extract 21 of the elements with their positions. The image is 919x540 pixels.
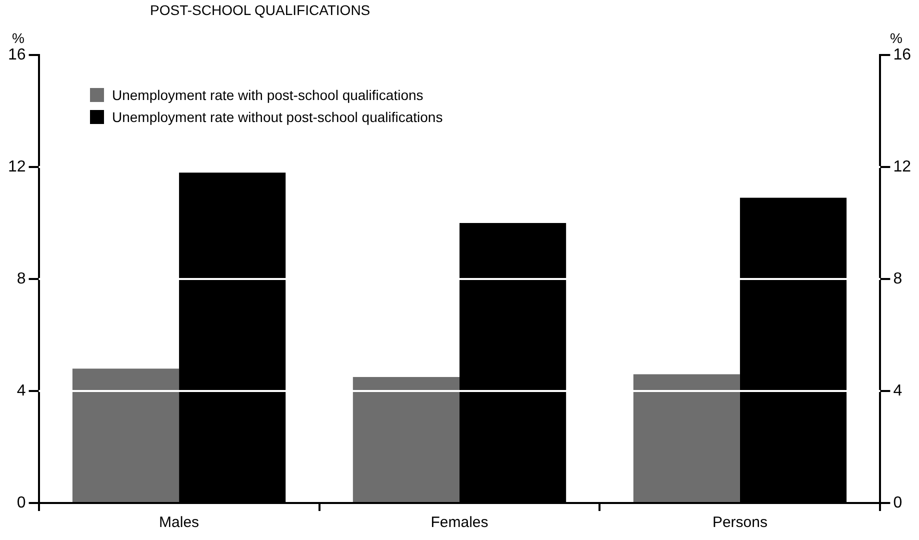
bar (72, 368, 180, 502)
x-tick-label: Females (430, 514, 488, 532)
bar (633, 374, 740, 502)
legend-label: Unemployment rate with post-school qualifications (111, 86, 424, 105)
y-tick-label: 0 (16, 494, 26, 512)
x-tick-label: Males (159, 514, 200, 532)
y2-axis-title: % (890, 30, 902, 46)
y2-tick-label: 4 (893, 382, 902, 400)
y-axis-title: % (12, 30, 24, 46)
legend-label: Unemployment rate without post-school qualifications (111, 108, 443, 127)
y2-tick-label: 8 (893, 270, 902, 288)
y-tick-label: 4 (16, 382, 26, 400)
y-tick-label: 12 (8, 158, 26, 176)
y2-tick-label: 16 (893, 46, 912, 64)
chart-title: POST-SCHOOL QUALIFICATIONS (150, 2, 370, 18)
x-tick-label: Persons (712, 514, 768, 532)
y-tick-label: 16 (8, 46, 26, 64)
y2-tick-label: 12 (893, 158, 912, 176)
y-tick-label: 8 (16, 270, 26, 288)
y2-tick-label: 0 (893, 494, 902, 512)
bar (352, 377, 460, 502)
